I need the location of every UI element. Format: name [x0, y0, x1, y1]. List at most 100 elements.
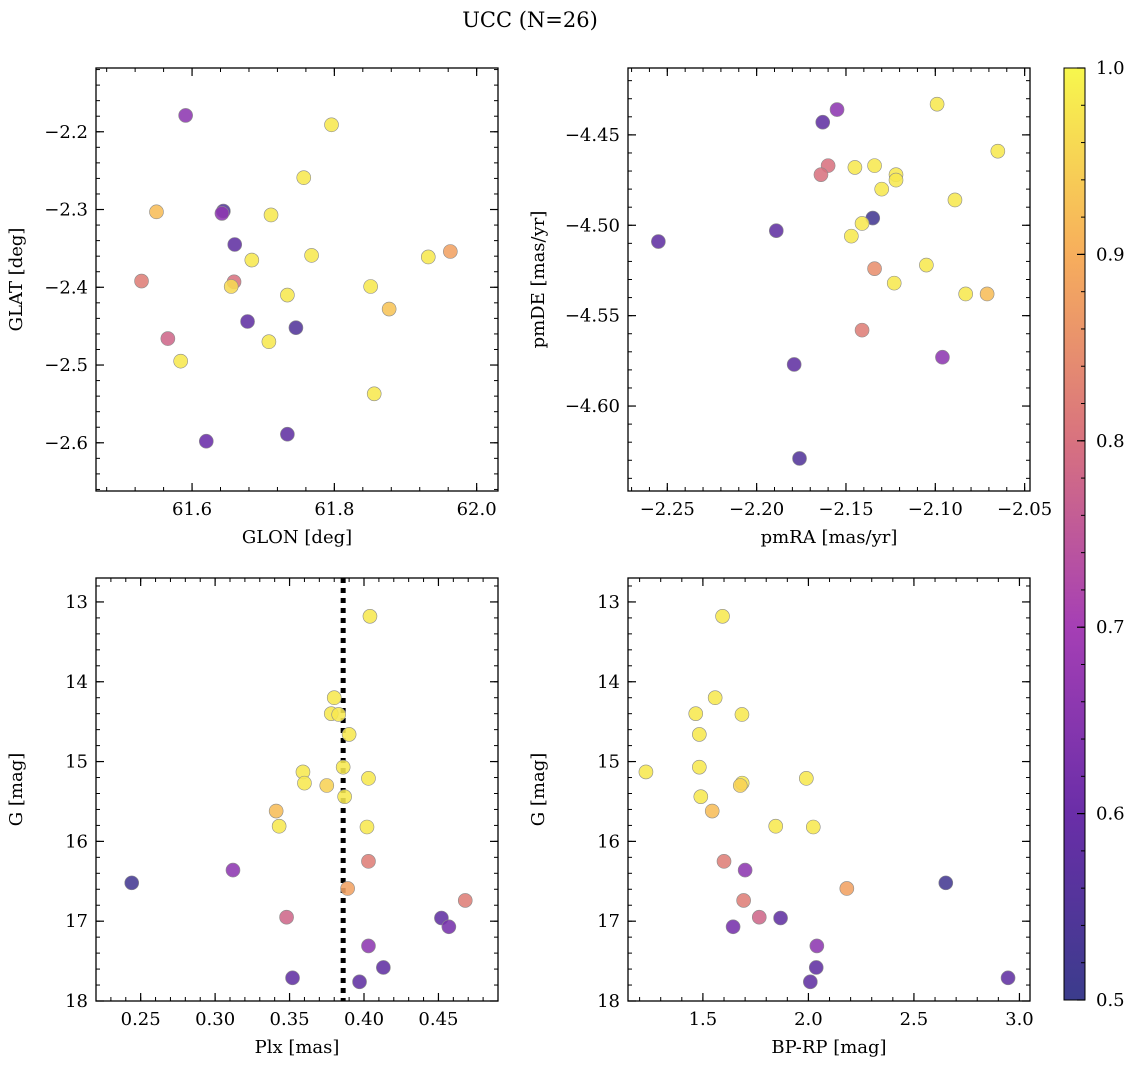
x-tick-label: −2.25 [640, 499, 695, 520]
scatter-point [227, 237, 243, 252]
scatter-point [331, 707, 346, 722]
scatter-point [1000, 970, 1016, 986]
axes-frame [95, 577, 499, 1002]
y-axis-label: G [mag] [6, 753, 27, 826]
y-tick-label: 15 [65, 752, 88, 773]
y-tick-label: −4.50 [565, 215, 620, 236]
scatter-point [707, 690, 723, 706]
scatter-point [734, 707, 750, 722]
scatter-point [958, 286, 973, 302]
x-tick-label: −2.15 [818, 499, 873, 520]
scatter-point [737, 862, 753, 878]
scatter-point [420, 249, 436, 265]
x-axis-label: BP-RP [mag] [771, 1037, 886, 1058]
y-tick-label: −2.4 [44, 277, 88, 298]
scatter-point [304, 248, 319, 263]
scatter-point [947, 192, 963, 208]
scatter-point [341, 727, 357, 742]
scatter-point [854, 322, 870, 338]
scatter-panel-pmra-pmde: −2.25 −2.20 −2.15 −2.10 −2.05 −4.45 −4.50 −4.55… [528, 67, 1052, 548]
scatter-point [786, 357, 802, 372]
scatter-point [651, 234, 666, 249]
scatter-point [929, 96, 945, 112]
scatter-point [359, 819, 375, 835]
x-tick-label: 2.0 [794, 1009, 823, 1030]
scatter-point [271, 818, 287, 834]
scatter-point [352, 974, 367, 990]
scatter-panel-glon-glat: 61.6 61.8 62.0 −2.2 −2.3 −2.4 −2.5 −2.6 GLON [de… [6, 67, 499, 548]
scatter-panel-bprp-g: 1.5 2.0 2.5 3.0 13 14 15 16 17 18 BP-RP [mag] G [ma… [528, 577, 1034, 1058]
x-tick-label: 3.0 [1005, 1009, 1034, 1030]
colorbar-gradient [1063, 67, 1086, 1001]
y-tick-label: −2.3 [44, 200, 88, 221]
scatter-point [363, 279, 378, 294]
y-axis-label: pmDE [mas/yr] [528, 211, 549, 349]
scatter-point [874, 181, 890, 197]
scatter-point [808, 960, 824, 975]
scatter-point [124, 875, 140, 891]
scatter-point [938, 875, 954, 891]
scatter-point [736, 893, 751, 908]
scatter-point [839, 881, 855, 896]
colorbar-tick-label: 0.5 [1096, 990, 1125, 1011]
scatter-point [815, 114, 831, 130]
scatter-point [799, 771, 814, 786]
scatter-point [888, 172, 904, 188]
scatter-point [297, 775, 312, 791]
scatter-point [381, 301, 397, 317]
scatter-point [240, 314, 255, 329]
x-tick-label: 0.45 [418, 1009, 458, 1030]
scatter-point [223, 279, 239, 294]
scatter-point [324, 117, 339, 133]
colorbar-tick-label: 0.8 [1096, 431, 1125, 452]
x-tick-label: −2.20 [729, 499, 784, 520]
scatter-point [198, 433, 214, 449]
scatter-point [244, 252, 260, 268]
scatter-point [319, 778, 335, 793]
scatter-point [340, 881, 355, 896]
scatter-point [376, 960, 391, 975]
y-tick-label: −2.5 [44, 355, 88, 376]
scatter-point [886, 275, 902, 291]
y-tick-label: 13 [65, 592, 88, 613]
y-axis-label: G [mag] [528, 753, 549, 826]
scatter-point [805, 819, 821, 835]
y-tick-label: 18 [65, 991, 88, 1012]
scatter-point [214, 206, 230, 221]
x-tick-label: 62.0 [457, 499, 497, 520]
scatter-point [361, 854, 376, 869]
scatter-point [160, 331, 176, 346]
y-tick-label: 13 [597, 592, 620, 613]
x-tick-label: 0.25 [121, 1009, 161, 1030]
scatter-point [134, 273, 149, 289]
scatter-point [149, 204, 164, 220]
y-tick-label: 17 [65, 911, 88, 932]
x-tick-label: 2.5 [900, 1009, 929, 1030]
scatter-point [288, 320, 304, 336]
scatter-point [225, 862, 241, 878]
x-tick-label: 0.30 [195, 1009, 235, 1030]
scatter-panel-plx-g: 0.25 0.30 0.35 0.40 0.45 13 14 15 16 17 18 Plx [mas… [6, 577, 499, 1058]
axes-frame [627, 67, 1031, 492]
y-tick-label: −4.60 [565, 396, 620, 417]
scatter-point [688, 706, 704, 721]
x-axis-label: Plx [mas] [255, 1037, 340, 1058]
scatter-point [990, 143, 1006, 159]
scatter-point [867, 261, 882, 276]
x-tick-label: 61.6 [172, 499, 212, 520]
y-tick-label: −2.6 [44, 433, 88, 454]
scatter-point [919, 257, 934, 273]
x-axis-label: pmRA [mas/yr] [761, 527, 898, 548]
scatter-point [361, 938, 376, 954]
colorbar-tick-label: 0.7 [1096, 617, 1125, 638]
y-tick-label: 16 [65, 831, 88, 852]
scatter-point [296, 170, 312, 185]
x-tick-label: 0.40 [344, 1009, 384, 1030]
scatter-point [362, 609, 378, 624]
scatter-point [366, 386, 382, 402]
y-tick-label: −4.55 [565, 306, 620, 327]
scatter-point [279, 909, 294, 925]
y-tick-label: 17 [597, 911, 620, 932]
scatter-point [716, 854, 732, 869]
